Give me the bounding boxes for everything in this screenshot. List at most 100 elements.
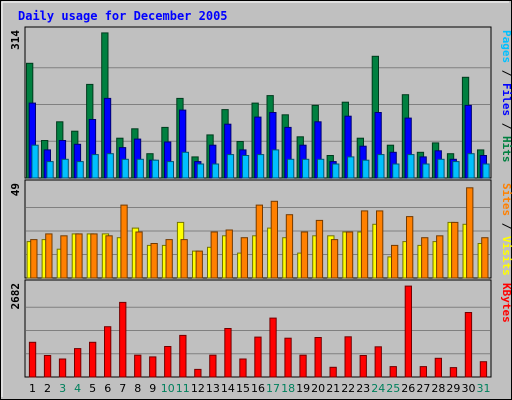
legend-entry-pages: Pages (500, 30, 512, 63)
kbytes-bar (164, 346, 172, 378)
kbytes-bar (434, 357, 443, 378)
sites-bar (255, 204, 264, 279)
pages-bar (151, 159, 159, 179)
day-tick-label: 11 (176, 382, 190, 395)
day-tick-label: 20 (311, 382, 325, 395)
day-tick-label: 27 (416, 382, 430, 395)
legend-entry-visits: Visits (500, 236, 512, 276)
kbytes-bar (464, 312, 473, 378)
pages-bar (437, 158, 445, 179)
sites-bar (330, 239, 339, 279)
sites-bar (225, 229, 233, 279)
sites-bar (150, 243, 158, 279)
pages-bar (482, 163, 490, 179)
pages-bar (271, 149, 280, 179)
sites-bar (75, 233, 83, 279)
day-tick-label: 4 (74, 382, 81, 395)
sites-bar (180, 239, 188, 279)
day-tick-label: 6 (104, 382, 111, 395)
kbytes-bar (28, 341, 37, 378)
pages-bar (106, 153, 114, 179)
kbytes-bar (284, 337, 292, 378)
day-tick-label: 18 (281, 382, 295, 395)
sites-bar (135, 231, 143, 279)
legend-separator: / (500, 63, 512, 83)
sites-bar (195, 250, 203, 279)
day-tick-label: 15 (236, 382, 250, 395)
sites-bar (120, 204, 128, 279)
pages-bar (91, 154, 99, 179)
sites-bar (45, 233, 53, 279)
sites-bar (391, 244, 399, 279)
pages-bar (211, 163, 220, 179)
day-axis: 1 2 3 4 5 6 7 8 9 10 11 12 13 14 15 16 17 18 19 20 21 22 23 24 2… (29, 382, 491, 395)
sites-bar (285, 214, 294, 279)
kbytes-bar (404, 285, 413, 378)
kbytes-bar (359, 355, 367, 378)
day-tick-label: 14 (221, 382, 235, 395)
kbytes-bar (389, 366, 397, 378)
pages-bar (347, 156, 355, 179)
day-tick-label: 24 (371, 382, 385, 395)
sites-bar (105, 235, 113, 279)
sites-bar (481, 237, 489, 279)
kbytes-bar (314, 337, 322, 378)
sites-bar (376, 210, 384, 279)
day-tick-label: 13 (206, 382, 220, 395)
pages-bar (256, 154, 265, 179)
series-legend-label: Pages / Files / Hits (500, 30, 512, 163)
legend-separator: / (500, 116, 512, 136)
y-max-label: 314 (9, 30, 22, 50)
pages-bar (76, 161, 84, 179)
day-tick-label: 31 (477, 382, 491, 395)
sites-bar (60, 235, 68, 279)
kbytes-bar (269, 317, 277, 378)
kbytes-bar (179, 334, 187, 378)
day-tick-label: 28 (431, 382, 445, 395)
kbytes-bar (254, 336, 262, 378)
hits-files-pages-panel: 314 Pages / Files / Hits (9, 26, 512, 179)
kbytes-bar (449, 367, 458, 378)
pages-bar (61, 158, 69, 179)
sites-bar (30, 239, 38, 279)
kbytes-bar (104, 326, 112, 378)
sites-visits-panel: 49 Sites / Visits (9, 179, 512, 279)
day-tick-label: 17 (266, 382, 280, 395)
day-tick-label: 2 (44, 382, 51, 395)
kbytes-bar (224, 328, 232, 378)
kbytes-panel: 2682 KBytes (9, 279, 512, 378)
day-tick-label: 7 (119, 382, 126, 395)
kbytes-bar (43, 355, 52, 378)
pages-bar (196, 163, 205, 179)
sites-bar (451, 221, 459, 279)
pages-bar (317, 158, 325, 179)
day-tick-label: 21 (326, 382, 340, 395)
pages-bar (392, 163, 400, 179)
pages-bar (136, 158, 144, 179)
day-tick-label: 8 (134, 382, 141, 395)
y-max-label: 2682 (9, 283, 22, 310)
day-tick-label: 26 (401, 382, 415, 395)
legend-entry-kbytes: KBytes (500, 283, 512, 323)
kbytes-bar (419, 366, 428, 378)
pages-bar (181, 151, 189, 179)
kbytes-bar (194, 368, 202, 378)
kbytes-bar (329, 366, 337, 378)
day-tick-label: 29 (446, 382, 460, 395)
kbytes-bar (58, 358, 67, 378)
pages-bar (407, 154, 415, 179)
kbytes-bar (479, 361, 488, 378)
sites-bar (406, 216, 414, 279)
pages-bar (121, 158, 129, 179)
kbytes-bar (89, 341, 97, 378)
sites-bar (360, 210, 369, 279)
kbytes-bar (134, 354, 142, 378)
series-legend-label: Sites / Visits (500, 183, 512, 276)
sites-bar (345, 231, 354, 279)
pages-bar (377, 154, 385, 179)
pages-bar (226, 154, 235, 179)
kbytes-bar (374, 346, 382, 378)
